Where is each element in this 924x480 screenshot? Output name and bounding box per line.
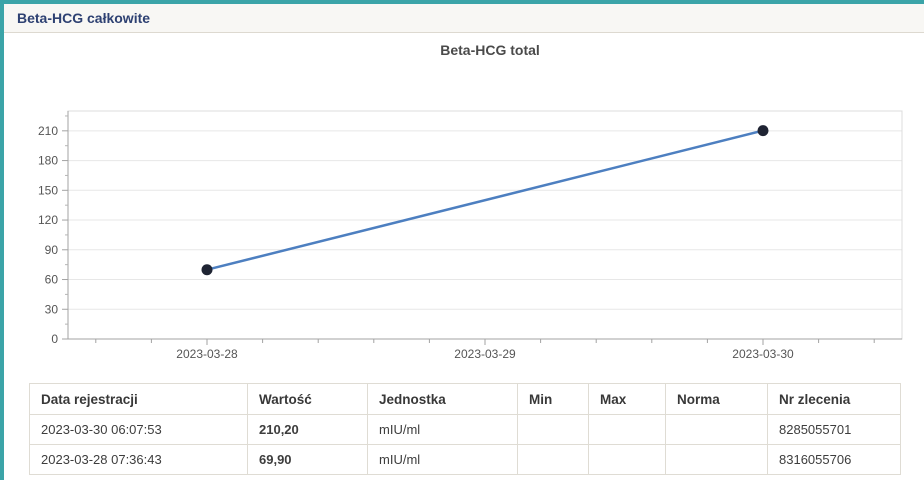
y-tick-label: 150 [38,183,58,197]
table-row: 2023-03-30 06:07:53 210,20 mIU/ml 828505570… [29,414,901,445]
data-point [757,125,769,137]
beta-hcg-line-chart: Beta-HCG total 0 30 60 90 120 150 180 210 2023-0… [38,42,903,361]
x-tick-label: 2023-03-29 [454,347,516,361]
x-tick-label: 2023-03-28 [176,347,238,361]
series-line [206,129,764,271]
table-cell: 210,20 [247,414,368,445]
table-cell [665,414,768,445]
table-cell: 8285055701 [767,414,901,445]
table-cell: 2023-03-30 06:07:53 [29,414,248,445]
table-header-cell: Norma [665,383,768,415]
table-header-cell: Jednostka [367,383,518,415]
table-cell [588,444,666,475]
table-cell [665,444,768,475]
y-tick-label: 120 [38,213,58,227]
table-cell [517,444,589,475]
y-tick-label: 180 [38,154,58,168]
panel-accent-border-left [0,0,4,480]
table-header-cell: Data rejestracji [29,383,248,415]
panel-accent-border-top [0,0,924,4]
plot-frame [67,110,903,340]
table-cell [588,414,666,445]
panel-title: Beta-HCG całkowite [17,10,151,26]
table-header-cell: Nr zlecenia [767,383,901,415]
table-header-cell: Wartość [247,383,368,415]
table-cell: mIU/ml [367,444,518,475]
chart-title: Beta-HCG total [440,42,540,58]
panel-header: Beta-HCG całkowite [4,4,924,33]
table-cell: 8316055706 [767,444,901,475]
table-header-cell: Min [517,383,589,415]
x-tick-label: 2023-03-30 [732,347,794,361]
y-tick-label: 90 [45,243,59,257]
table-cell: 2023-03-28 07:36:43 [29,444,248,475]
results-table: Data rejestracji Wartość Jednostka Min Max No… [29,383,901,475]
table-cell: mIU/ml [367,414,518,445]
y-tick-label: 210 [38,124,58,138]
table-row: 2023-03-28 07:36:43 69,90 mIU/ml 8316055706 [29,444,901,475]
data-point [201,264,213,276]
table-header-row: Data rejestracji Wartość Jednostka Min Max No… [29,383,901,415]
y-tick-label: 0 [51,332,58,346]
table-header-cell: Max [588,383,666,415]
table-cell: 69,90 [247,444,368,475]
table-cell [517,414,589,445]
y-tick-label: 30 [45,302,59,316]
y-tick-label: 60 [45,273,59,287]
